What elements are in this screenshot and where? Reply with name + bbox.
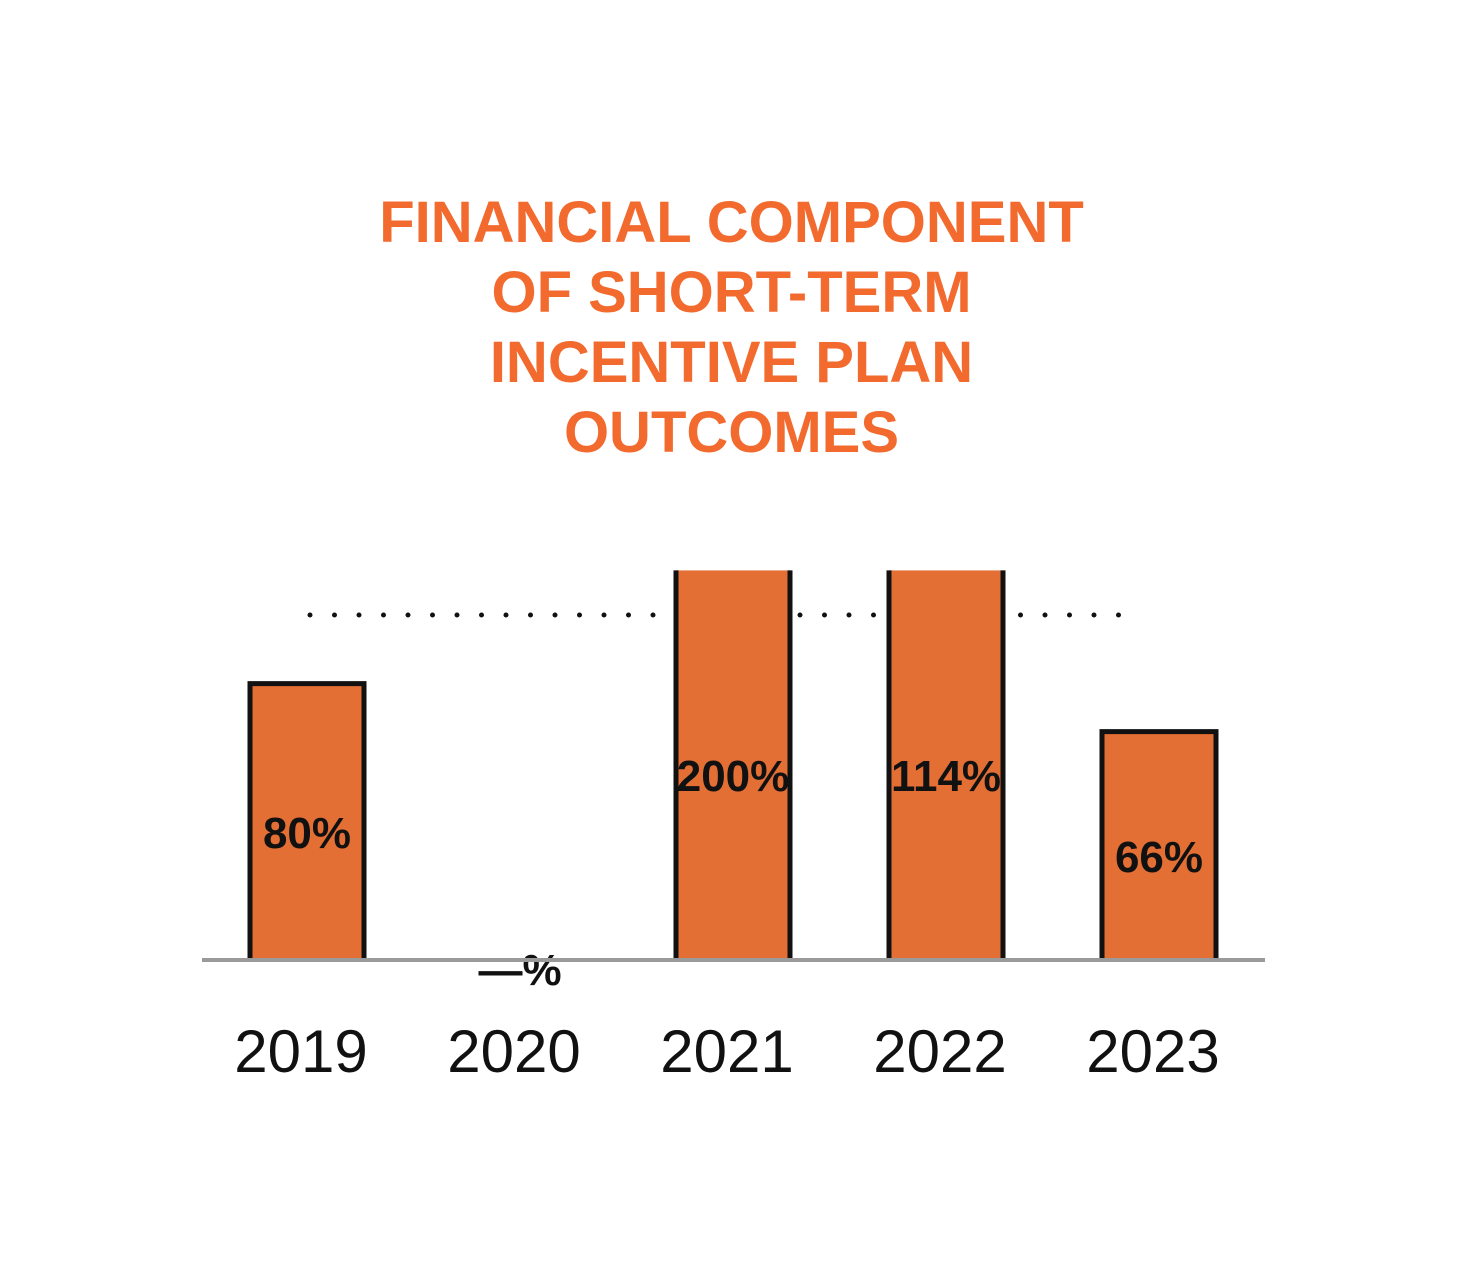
x-tick-label: 2021 — [660, 1018, 793, 1085]
x-tick-label: 2020 — [447, 1018, 580, 1085]
chart-title-line: OF SHORT-TERM — [491, 260, 972, 325]
bar-2019 — [250, 683, 364, 958]
bar-2023 — [1102, 731, 1216, 958]
data-label: 114% — [891, 752, 1001, 801]
data-label: 200% — [677, 752, 790, 801]
x-tick-label: 2019 — [234, 1018, 367, 1085]
data-label: —% — [478, 946, 561, 995]
bar-2022 — [889, 570, 1003, 958]
chart-title-line: INCENTIVE PLAN — [489, 330, 974, 395]
x-tick-label: 2022 — [873, 1018, 1006, 1085]
bar-2021 — [676, 570, 790, 958]
chart-title-line: OUTCOMES — [563, 400, 900, 465]
data-label: 66% — [1115, 833, 1203, 882]
chart-title: FINANCIAL COMPONENT OF SHORT-TERM INCENT… — [0, 188, 1463, 468]
data-label: 80% — [263, 809, 351, 858]
chart-title-line: FINANCIAL COMPONENT — [379, 190, 1084, 255]
x-tick-label: 2023 — [1086, 1018, 1219, 1085]
